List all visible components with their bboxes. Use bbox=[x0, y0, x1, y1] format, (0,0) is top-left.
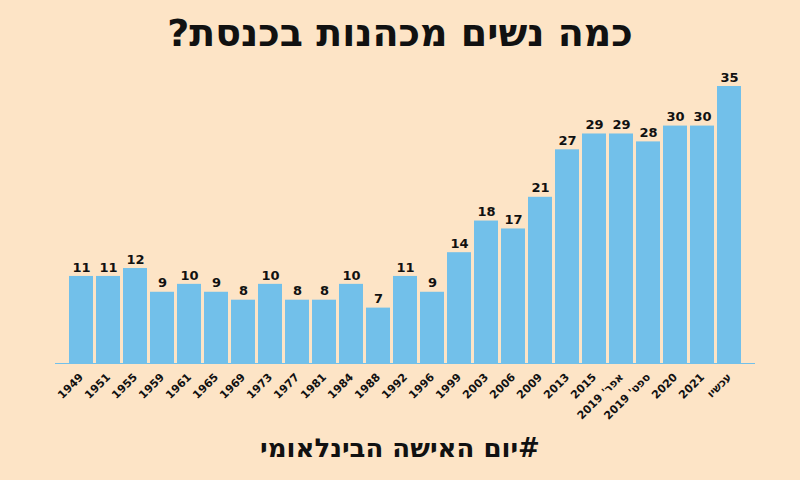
svg-text:1996: 1996 bbox=[406, 371, 437, 402]
html-text:כמה נשים מכהנות בכנסת?: כמה נשים מכהנות בכנסת? bbox=[167, 11, 633, 55]
svg-text:9: 9 bbox=[158, 275, 167, 290]
svg-text:10: 10 bbox=[261, 268, 279, 283]
svg-text:עכשיו: עכשיו bbox=[704, 371, 734, 401]
svg-text:12: 12 bbox=[126, 252, 144, 267]
svg-text:35: 35 bbox=[720, 70, 738, 85]
svg-text:21: 21 bbox=[531, 180, 549, 195]
svg-text:8: 8 bbox=[320, 283, 329, 298]
svg-text:1969: 1969 bbox=[217, 371, 248, 402]
svg-text:11: 11 bbox=[99, 260, 117, 275]
svg-text:11: 11 bbox=[72, 260, 90, 275]
svg-text:14: 14 bbox=[450, 236, 468, 251]
svg-text:10: 10 bbox=[180, 268, 198, 283]
svg-text:1949: 1949 bbox=[55, 371, 86, 402]
svg-text:2013: 2013 bbox=[541, 371, 572, 402]
svg-text:9: 9 bbox=[212, 275, 221, 290]
svg-text:1977: 1977 bbox=[271, 371, 302, 402]
svg-text:9: 9 bbox=[428, 275, 437, 290]
svg-text:1955: 1955 bbox=[109, 371, 140, 402]
svg-text:1981: 1981 bbox=[298, 371, 329, 402]
svg-text:1965: 1965 bbox=[190, 371, 221, 402]
svg-text:8: 8 bbox=[293, 283, 302, 298]
svg-text:30: 30 bbox=[666, 109, 684, 124]
svg-text:10: 10 bbox=[342, 268, 360, 283]
svg-text:18: 18 bbox=[477, 204, 495, 219]
svg-text:1992: 1992 bbox=[379, 371, 410, 402]
svg-text:2020: 2020 bbox=[649, 371, 680, 402]
svg-text:29: 29 bbox=[612, 117, 630, 132]
svg-text:30: 30 bbox=[693, 109, 711, 124]
svg-text:11: 11 bbox=[396, 260, 414, 275]
svg-text:28: 28 bbox=[639, 125, 657, 140]
svg-text:1973: 1973 bbox=[244, 371, 275, 402]
svg-text:2009: 2009 bbox=[514, 371, 545, 402]
svg-text:ספט' 2019: ספט' 2019 bbox=[601, 371, 653, 423]
html-text:#יום האישה הבינלאומי: #יום האישה הבינלאומי bbox=[260, 433, 540, 463]
svg-text:17: 17 bbox=[504, 212, 522, 227]
svg-text:2003: 2003 bbox=[460, 371, 491, 402]
svg-text:29: 29 bbox=[585, 117, 603, 132]
svg-text:2015: 2015 bbox=[568, 370, 600, 402]
svg-text:1951: 1951 bbox=[82, 371, 113, 402]
svg-text:1999: 1999 bbox=[433, 371, 464, 402]
svg-text:7: 7 bbox=[374, 291, 383, 306]
svg-text:1961: 1961 bbox=[163, 371, 194, 402]
svg-text:27: 27 bbox=[558, 133, 576, 148]
svg-text:1988: 1988 bbox=[352, 371, 383, 402]
svg-text:2006: 2006 bbox=[487, 371, 518, 402]
svg-text:אפר' 2019: אפר' 2019 bbox=[574, 370, 627, 423]
svg-text:1984: 1984 bbox=[325, 371, 356, 402]
svg-text:1959: 1959 bbox=[136, 371, 167, 402]
svg-text:8: 8 bbox=[239, 283, 248, 298]
svg-text:2021: 2021 bbox=[676, 371, 707, 402]
